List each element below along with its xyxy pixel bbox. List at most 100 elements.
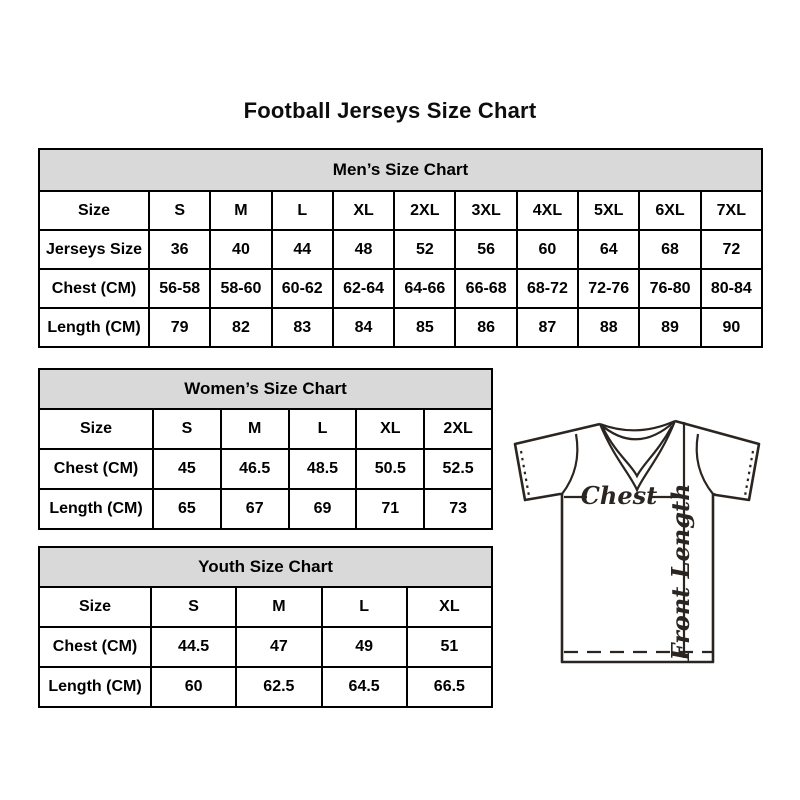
size-value-cell: M [209,190,273,231]
size-value-cell: 73 [423,488,493,530]
table-row: Chest (CM) 56-58 58-60 60-62 62-64 64-66 66-68… [38,268,764,309]
size-value-cell: 66.5 [405,666,494,708]
table-row: Chest (CM) 44.5 47 49 51 [38,626,494,668]
size-value-cell: 6XL [638,190,702,231]
collar-vneck-outer [598,420,677,493]
sleeve-cuff-dotted-left [519,450,531,497]
size-value-cell: 88 [577,307,641,348]
front-length-label: Front Length [666,483,695,661]
size-value-cell: 60 [515,229,580,270]
size-value-cell: 51 [405,626,494,668]
size-value-cell: L [320,586,408,628]
size-value-cell: 64.5 [320,666,408,708]
collar-curve-mid [599,420,676,441]
size-value-cell: S [152,408,222,450]
size-value-cell: 65 [152,488,222,530]
row-label: Size [38,190,150,231]
womens-size-table: Women’s Size Chart Size S M L XL 2XL Chest (CM)… [38,368,493,530]
size-value-cell: S [147,190,212,231]
table-row: Size S M L XL [38,586,494,628]
size-value-cell: 76-80 [638,268,702,309]
size-value-cell: 60-62 [270,268,334,309]
size-value-cell: 45 [152,448,222,490]
size-value-cell: 80-84 [699,268,764,309]
size-value-cell: 50.5 [355,448,426,490]
size-value-cell: 67 [219,488,290,530]
sleeve-cuff-dotted-right [743,450,755,497]
row-label: Size [38,408,154,450]
table-row: Size S M L XL 2XL 3XL 4XL 5XL 6XL 7XL [38,190,764,231]
size-value-cell: 7XL [699,190,764,231]
size-value-cell: 68-72 [515,268,580,309]
size-value-cell: 49 [320,626,408,668]
collar-vneck-inner [602,425,673,479]
size-value-cell: XL [331,190,396,231]
size-value-cell: 85 [393,307,457,348]
size-value-cell: 36 [147,229,212,270]
size-value-cell: 86 [454,307,518,348]
size-value-cell: M [219,408,290,450]
size-value-cell: 90 [699,307,764,348]
armhole-seam-left [561,433,579,495]
size-value-cell: 56 [454,229,518,270]
size-value-cell: 72 [699,229,764,270]
size-value-cell: 69 [287,488,358,530]
mens-size-table: Men’s Size Chart Size S M L XL 2XL 3XL 4XL 5XL 6XL… [38,148,764,348]
size-value-cell: 47 [235,626,323,668]
armhole-seam-right [695,433,714,495]
size-value-cell: 44.5 [149,626,238,668]
size-value-cell: L [287,408,358,450]
size-value-cell: 2XL [393,190,457,231]
table-row: Length (CM) 60 62.5 64.5 66.5 [38,666,494,708]
table-title-row: Women’s Size Chart [38,368,493,410]
size-value-cell: 48 [331,229,396,270]
size-value-cell: S [149,586,238,628]
size-value-cell: 84 [331,307,396,348]
size-value-cell: 5XL [577,190,641,231]
size-value-cell: XL [405,586,494,628]
size-value-cell: 87 [515,307,580,348]
size-value-cell: M [235,586,323,628]
size-value-cell: 4XL [515,190,580,231]
size-value-cell: 48.5 [287,448,358,490]
size-value-cell: L [270,190,334,231]
size-value-cell: 64 [577,229,641,270]
size-value-cell: 56-58 [147,268,212,309]
size-value-cell: 2XL [423,408,493,450]
row-label: Size [38,586,152,628]
size-value-cell: 40 [209,229,273,270]
collar-curve-top [599,419,676,432]
size-value-cell: 66-68 [454,268,518,309]
row-label: Jerseys Size [38,229,150,270]
row-label: Length (CM) [38,307,150,348]
size-value-cell: 72-76 [577,268,641,309]
chest-label: Chest [581,481,657,510]
table-title-row: Men’s Size Chart [38,148,763,192]
table-title: Women’s Size Chart [38,368,493,410]
size-value-cell: XL [355,408,426,450]
table-title: Men’s Size Chart [38,148,763,192]
size-value-cell: 68 [638,229,702,270]
size-value-cell: 71 [355,488,426,530]
row-label: Chest (CM) [38,448,154,490]
size-value-cell: 83 [270,307,334,348]
table-row: Length (CM) 65 67 69 71 73 [38,488,493,530]
row-label: Chest (CM) [38,626,152,668]
table-row: Chest (CM) 45 46.5 48.5 50.5 52.5 [38,448,493,490]
size-value-cell: 44 [270,229,334,270]
youth-size-table: Youth Size Chart Size S M L XL Chest (CM) 44.5 4… [38,546,494,708]
size-value-cell: 62.5 [235,666,323,708]
size-value-cell: 60 [149,666,238,708]
size-value-cell: 52 [393,229,457,270]
table-row: Length (CM) 79 82 83 84 85 86 87 88 89 90 [38,307,764,348]
row-label: Length (CM) [38,666,152,708]
row-label: Length (CM) [38,488,154,530]
size-value-cell: 62-64 [331,268,396,309]
table-title: Youth Size Chart [38,546,493,588]
table-row: Size S M L XL 2XL [38,408,493,450]
table-row: Jerseys Size 36 40 44 48 52 56 60 64 68 72 [38,229,764,270]
size-value-cell: 3XL [454,190,518,231]
size-value-cell: 64-66 [393,268,457,309]
jersey-measurement-diagram: Chest Front Length [513,419,761,664]
